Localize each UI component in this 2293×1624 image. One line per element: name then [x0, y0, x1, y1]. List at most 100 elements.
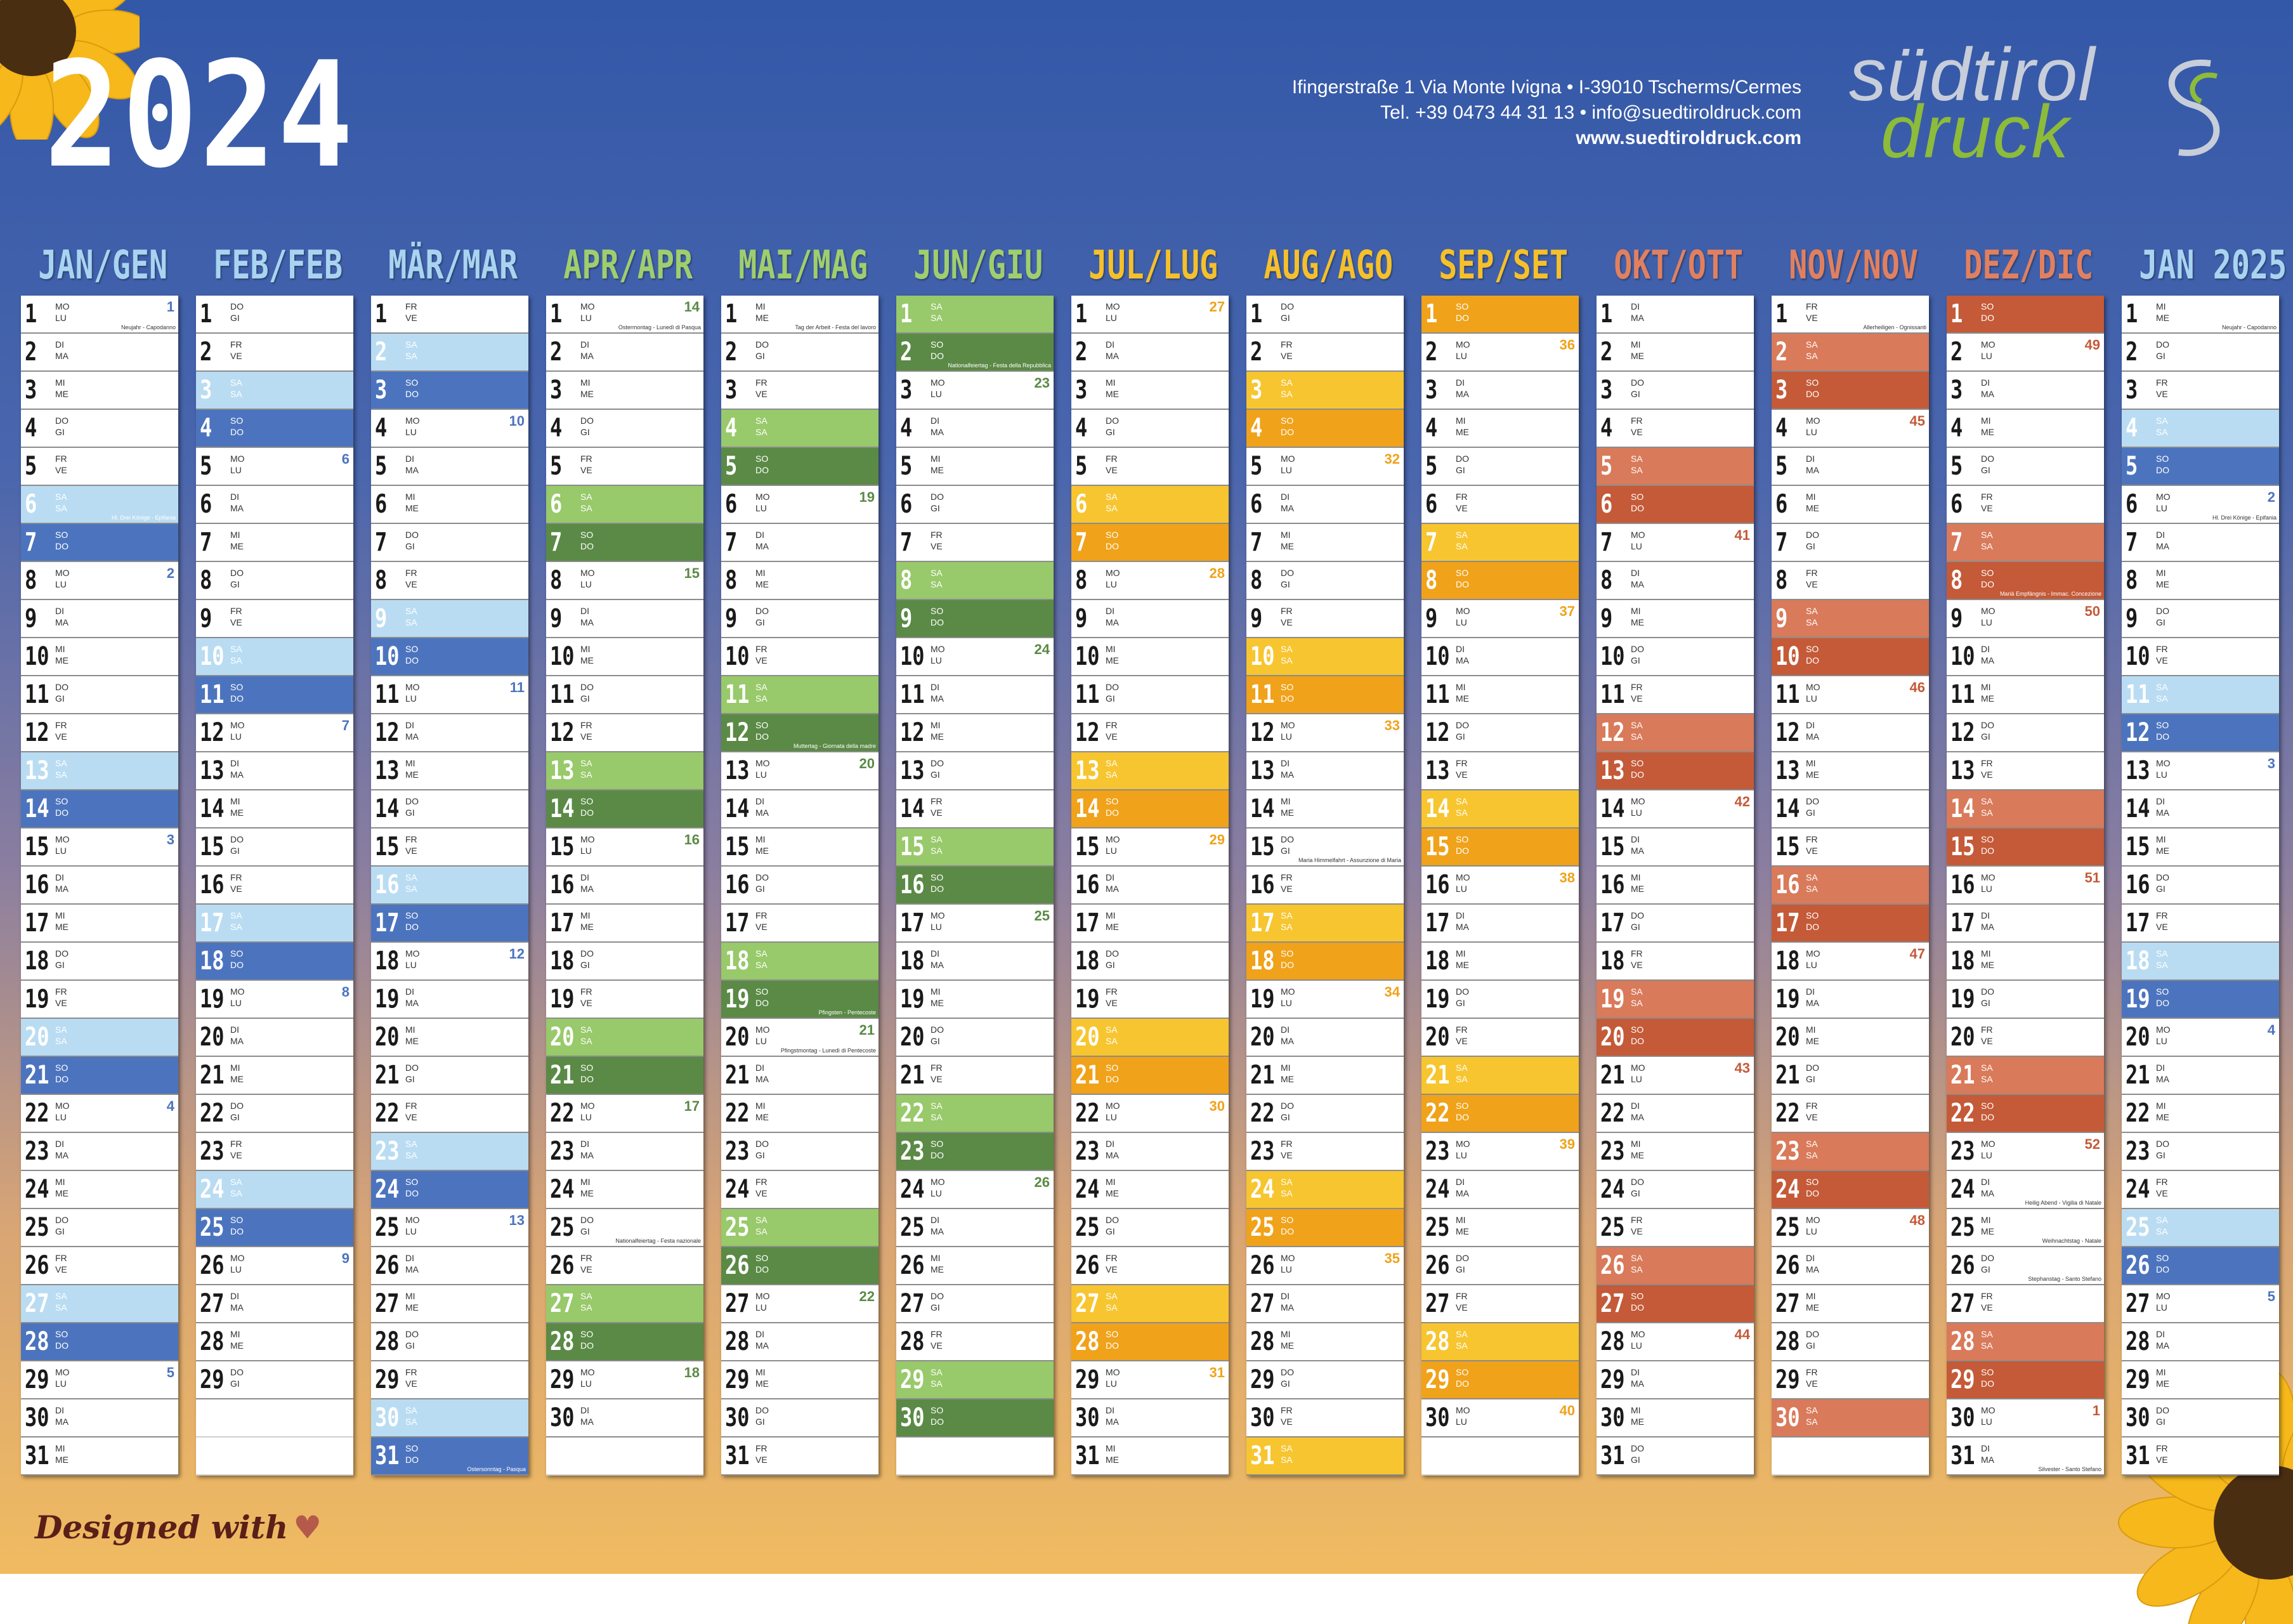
day-cell: 28 SO DO	[1071, 1323, 1229, 1361]
day-number: 18	[1600, 946, 1625, 976]
week-number: 19	[859, 489, 875, 505]
weekday-label: DI MA	[1106, 606, 1119, 627]
weekday-label: FR VE	[1281, 872, 1293, 894]
week-number: 20	[859, 756, 875, 771]
weekday-label: SA SA	[1456, 530, 1468, 551]
day-number: 24	[25, 1175, 49, 1204]
weekday-label: FR VE	[1631, 948, 1643, 970]
weekday-label: MO LU	[1981, 606, 1996, 627]
day-cell: 11 SA SA	[2122, 676, 2279, 714]
day-number: 9	[1600, 604, 1613, 633]
weekday-label: SA SA	[2156, 682, 2168, 704]
day-cell: 16 DO GI	[721, 867, 879, 905]
day-number: 24	[2126, 1175, 2150, 1204]
weekday-label: FR VE	[1806, 568, 1818, 589]
day-cell: 9 FR VE	[1246, 600, 1404, 638]
day-number: 31	[1600, 1441, 1625, 1470]
day-cell: 18 DO GI	[1071, 943, 1229, 981]
weekday-label: MO LU	[1981, 1139, 1996, 1160]
month-title: APR/APR	[563, 242, 693, 288]
weekday-label: DI MA	[1631, 1367, 1644, 1389]
day-number: 29	[900, 1365, 925, 1394]
holiday-label: Mariä Empfängnis - Immac. Concezione	[1999, 591, 2101, 597]
day-cell: 15 DO GI Maria Himmelfahrt - Assunzione di …	[1246, 828, 1404, 867]
day-number: 10	[2126, 642, 2150, 671]
weekday-label: MO LU	[1281, 720, 1295, 742]
empty-day-cell	[896, 1437, 1054, 1476]
day-number: 23	[550, 1137, 575, 1166]
day-cell: 17 SO DO	[371, 905, 528, 943]
weekday-label: SO DO	[755, 1253, 769, 1274]
weekday-label: DO GI	[55, 416, 69, 437]
weekday-label: MO LU	[755, 1291, 770, 1313]
empty-day-cell	[1421, 1437, 1579, 1476]
weekday-label: MO LU	[580, 1367, 595, 1389]
day-cell: 19 SA SA	[1597, 981, 1754, 1019]
weekday-label: MO LU	[1981, 1405, 1996, 1427]
weekday-label: DO GI	[1631, 644, 1644, 665]
day-number: 25	[1600, 1213, 1625, 1242]
day-number: 27	[725, 1289, 750, 1318]
day-number: 25	[2126, 1213, 2150, 1242]
day-number: 14	[375, 794, 400, 823]
weekday-label: SO DO	[1806, 644, 1819, 665]
day-cell: 16 DI MA	[546, 867, 703, 905]
day-number: 17	[1425, 908, 1450, 938]
contact-phone-email: Tel. +39 0473 44 31 13 • info@suedtirold…	[1380, 102, 1801, 123]
day-cell: 29 MO LU 31	[1071, 1361, 1229, 1399]
day-cell: 4 SA SA	[721, 410, 879, 448]
week-number: 18	[684, 1365, 700, 1380]
day-number: 27	[550, 1289, 575, 1318]
day-cell: 23 FR VE	[1246, 1133, 1404, 1171]
holiday-label: Maria Himmelfahrt - Assunzione di Maria	[1298, 857, 1401, 863]
day-number: 12	[200, 718, 225, 747]
day-cell: 16 SO DO	[896, 867, 1054, 905]
day-cell: 31 MI ME	[1071, 1437, 1229, 1476]
day-number: 20	[1775, 1023, 1800, 1052]
day-number: 16	[25, 870, 49, 900]
day-cell: 31 FR VE	[721, 1437, 879, 1476]
week-number: 15	[684, 565, 700, 581]
weekday-label: SA SA	[931, 301, 943, 323]
weekday-label: DI MA	[405, 1253, 419, 1274]
weekday-label: FR VE	[230, 872, 242, 894]
weekday-label: DI MA	[580, 339, 594, 361]
weekday-label: DO GI	[755, 339, 769, 361]
week-number: 17	[684, 1098, 700, 1114]
weekday-label: DO GI	[931, 1291, 944, 1313]
weekday-label: MI ME	[755, 301, 769, 323]
day-number: 5	[200, 452, 212, 481]
day-number: 29	[1775, 1365, 1800, 1394]
day-cell: 22 SO DO	[1421, 1095, 1579, 1133]
day-number: 22	[200, 1099, 225, 1128]
day-number: 27	[900, 1289, 925, 1318]
weekday-label: SA SA	[1106, 1291, 1118, 1313]
day-number: 2	[1950, 337, 1963, 367]
day-number: 13	[550, 756, 575, 785]
day-number: 30	[725, 1403, 750, 1432]
day-number: 29	[1075, 1365, 1100, 1394]
holiday-label: Allerheiligen - Ognissanti	[1863, 324, 1926, 331]
weekday-label: DO GI	[1981, 454, 1994, 475]
day-cell: 21 MI ME	[196, 1057, 353, 1095]
weekday-label: SO DO	[931, 339, 944, 361]
week-number: 9	[341, 1250, 350, 1266]
day-cell: 23 DO GI	[2122, 1133, 2279, 1171]
weekday-label: FR VE	[230, 606, 242, 627]
day-cell: 20 MO LU 21 Pfingstmontag - Lunedì di Pentec…	[721, 1019, 879, 1057]
day-number: 11	[1775, 680, 1800, 709]
day-number: 11	[725, 680, 750, 709]
day-number: 13	[1425, 756, 1450, 785]
weekday-label: MO LU	[405, 682, 420, 704]
weekday-label: MI ME	[1281, 1329, 1294, 1351]
week-number: 33	[1384, 717, 1400, 733]
day-number: 27	[1950, 1289, 1975, 1318]
day-cell: 7 SO DO	[546, 524, 703, 562]
day-number: 10	[200, 642, 225, 671]
logo-swirl-icon	[2168, 59, 2220, 156]
weekday-label: FR VE	[1281, 606, 1293, 627]
day-number: 3	[1250, 376, 1263, 405]
weekday-label: SO DO	[1981, 834, 1994, 856]
weekday-label: DI MA	[1106, 872, 1119, 894]
weekday-label: SO DO	[1631, 758, 1644, 780]
